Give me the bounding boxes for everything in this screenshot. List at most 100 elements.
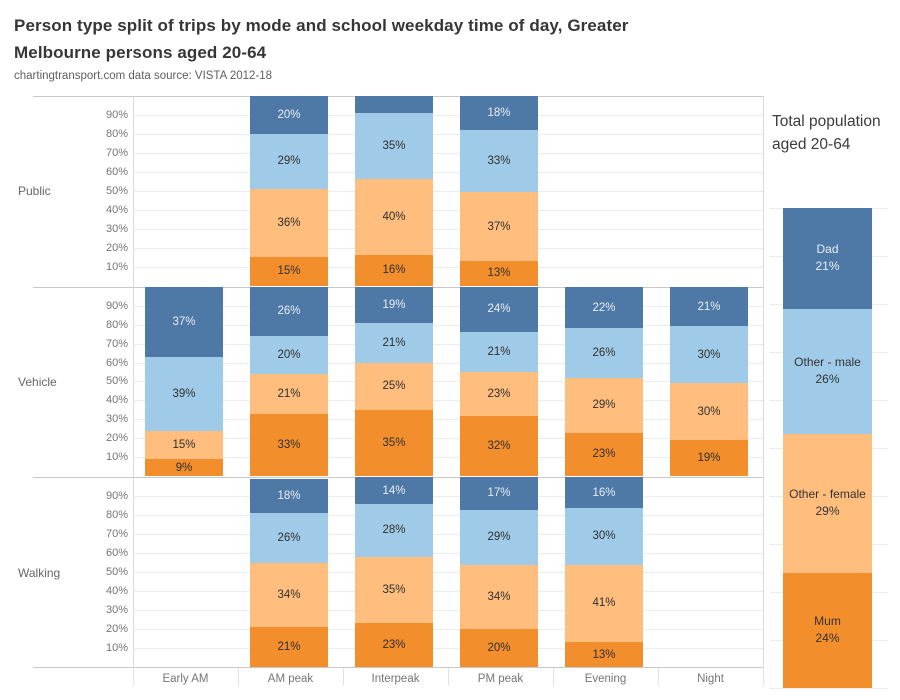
bar-segment-label: 26% [277, 532, 301, 544]
bar-segment-mum: 13% [460, 261, 538, 286]
bar-segment-label: 9% [175, 461, 193, 474]
bar-segment-label: 23% [592, 448, 616, 461]
bar-segment-other-female: 37% [460, 191, 538, 262]
plot-border-line [763, 96, 764, 668]
x-axis-label-evening: Evening [584, 673, 627, 685]
chart-title-line-1: Person type split of trips by mode and s… [14, 16, 629, 35]
stacked-bar-public-pm-peak: 18% 33% 37% 13% [460, 96, 538, 286]
gridline [133, 114, 763, 116]
y-tick-label: 20% [105, 623, 128, 636]
chart-title: Person type split of trips by mode and s… [14, 12, 629, 66]
total-segment-mum: Mum 24% [783, 572, 872, 688]
bar-segment-mum: 19% [670, 440, 748, 477]
total-segment-other-male: Other - male 26% [783, 308, 872, 434]
y-tick-label: 60% [105, 547, 128, 560]
gridline [133, 133, 763, 135]
y-tick-label: 20% [105, 432, 128, 445]
total-segment-name: Other - female [789, 487, 866, 502]
bar-segment-other-female: 15% [145, 430, 223, 460]
bar-segment-other-male: 29% [250, 133, 328, 189]
bar-segment-dad: 16% [565, 477, 643, 508]
bar-segment-other-female: 30% [670, 383, 748, 441]
total-segment-value: 26% [815, 372, 840, 387]
bar-segment-label: 18% [277, 490, 301, 503]
bar-segment-label: 20% [487, 642, 511, 654]
bar-segment-dad: 18% [250, 479, 328, 514]
x-axis-label-early-am: Early AM [162, 673, 209, 685]
bar-segment-other-female: 41% [565, 564, 643, 643]
gridline [133, 324, 763, 326]
stacked-bar-public-am-peak: 20% 29% 36% 15% [250, 96, 328, 286]
x-axis-separator [553, 668, 554, 686]
gridline [133, 515, 763, 517]
bar-segment-dad: 19% [355, 286, 433, 323]
bar-segment-other-female: 35% [355, 556, 433, 624]
gridline [133, 152, 763, 154]
x-axis-separator [343, 668, 344, 686]
total-segment-value: 21% [815, 259, 840, 274]
y-tick-label: 10% [105, 642, 128, 655]
bar-segment-label: 28% [382, 524, 406, 537]
gridline [133, 629, 763, 631]
total-population-bar: Dad 21% Other - male 26% Other - female 29% Mu… [783, 208, 872, 688]
x-axis-label-am-peak: AM peak [267, 673, 314, 685]
y-tick-label: 50% [105, 566, 128, 579]
bar-segment-label: 35% [382, 140, 406, 153]
bar-segment-label: 40% [382, 211, 406, 224]
bar-segment-other-female: 21% [250, 373, 328, 414]
bar-segment-other-female: 40% [355, 179, 433, 256]
bar-segment-other-male: 21% [460, 332, 538, 372]
y-tick-label: 80% [105, 127, 128, 140]
y-tick-label: 80% [105, 318, 128, 331]
bar-segment-mum: 16% [355, 255, 433, 286]
bar-segment-dad: 26% [250, 286, 328, 336]
total-segment-value: 24% [815, 631, 840, 646]
stacked-bar-walking-interpeak: 14% 28% 35% 23% [355, 477, 433, 667]
y-tick-label: 10% [105, 260, 128, 273]
bar-segment-label: 32% [487, 439, 511, 452]
bar-segment-mum: 23% [565, 432, 643, 477]
bar-segment-dad: 22% [565, 286, 643, 329]
bar-segment-label: 21% [277, 387, 301, 400]
bar-segment-mum: 9% [145, 459, 223, 477]
bar-segment-label: 17% [487, 487, 511, 500]
bar-segment-dad: 14% [355, 477, 433, 504]
y-tick-label: 40% [105, 585, 128, 598]
x-axis-label-night: Night [697, 673, 724, 685]
bar-segment-label: 15% [172, 439, 196, 452]
panel-public: Public 90% 80% 70% 60% 50% 40% 30% 20% 10% 20% 29% 3… [0, 96, 764, 287]
y-tick-label: 90% [105, 299, 128, 312]
total-gridline [770, 688, 888, 689]
y-tick-label: 70% [105, 337, 128, 350]
bar-segment-label: 15% [277, 265, 301, 278]
x-axis-separator [238, 668, 239, 686]
bar-segment-other-female: 34% [250, 562, 328, 628]
x-axis-separator [448, 668, 449, 686]
y-tick-label: 10% [105, 451, 128, 464]
panel-walking: Walking 90% 80% 70% 60% 50% 40% 30% 20% 10% 18% 26%… [0, 477, 764, 668]
bar-segment-dad: 37% [145, 286, 223, 357]
bar-segment-label: 29% [277, 155, 301, 168]
bar-segment-mum: 20% [460, 629, 538, 667]
bar-segment-mum: 15% [250, 257, 328, 286]
bar-segment-label: 29% [487, 531, 511, 544]
gridline [133, 572, 763, 574]
row-label-public: Public [18, 184, 51, 199]
total-segment-other-female: Other - female 29% [783, 433, 872, 573]
bar-segment-other-male: 30% [670, 326, 748, 384]
bar-segment-mum: 23% [355, 623, 433, 667]
gridline [133, 305, 763, 307]
stacked-bar-vehicle-am-peak: 26% 20% 21% 33% [250, 286, 328, 477]
bar-segment-label: 23% [382, 639, 406, 652]
bar-segment-label: 18% [487, 106, 511, 119]
bar-segment-other-male: 30% [565, 507, 643, 565]
y-tick-label: 60% [105, 356, 128, 369]
x-axis-separator [658, 668, 659, 686]
bar-segment-other-male: 20% [250, 335, 328, 374]
y-tick-label: 90% [105, 108, 128, 121]
small-multiples-chart: Public 90% 80% 70% 60% 50% 40% 30% 20% 10% 20% 29% 3… [0, 96, 764, 668]
total-segment-dad: Dad 21% [783, 208, 872, 309]
total-panel-title: Total population aged 20-64 [772, 113, 881, 153]
y-tick-label: 70% [105, 528, 128, 541]
